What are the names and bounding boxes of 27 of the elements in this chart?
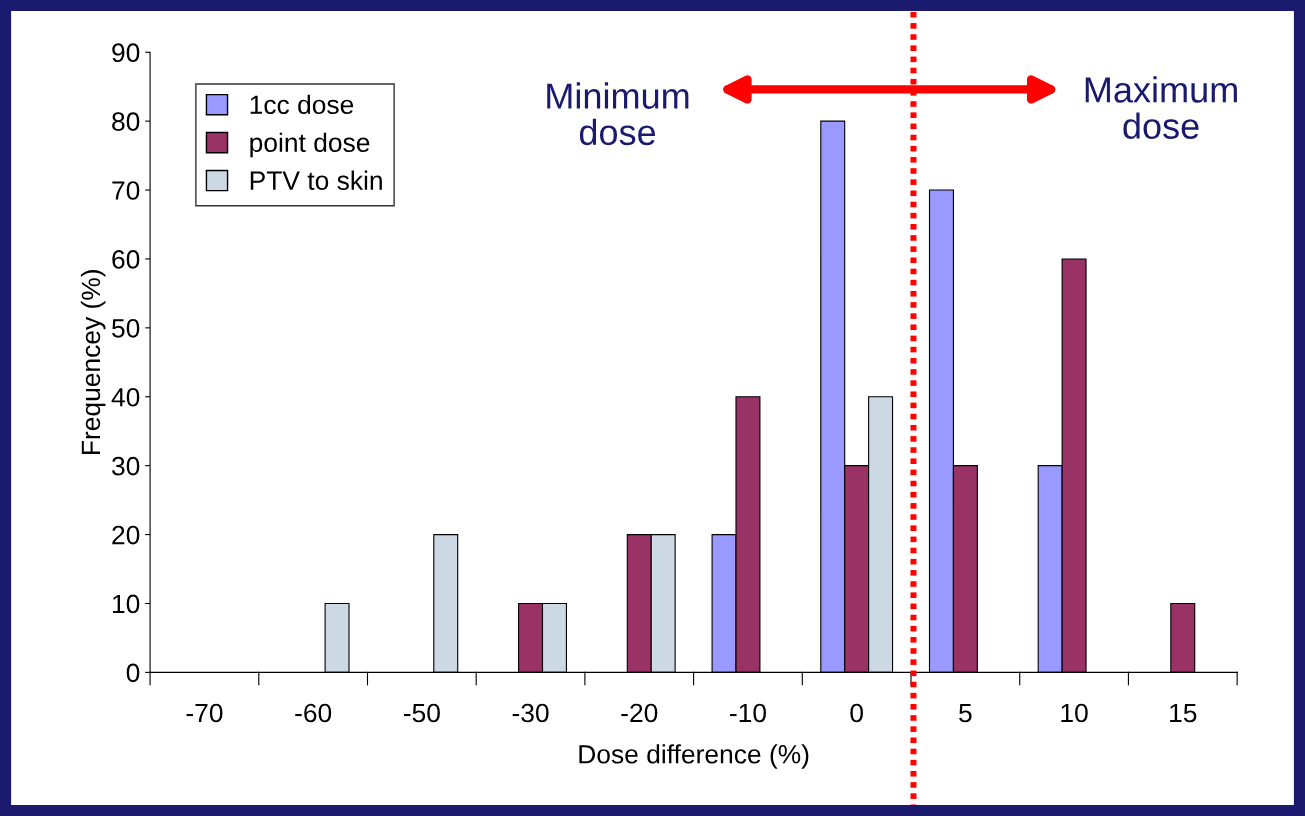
x-tick-label: -70 [186,703,223,723]
x-tick-label: -50 [403,703,440,723]
y-tick-label: 50 [112,318,140,338]
legend-label: PTV to skin [250,170,382,190]
x-tick-label: -30 [512,703,549,723]
y-tick-label: 30 [112,456,140,476]
legend-label: point dose [250,132,370,158]
y-tick-label: 10 [113,594,140,614]
y-tick-label: 90 [112,43,140,63]
y-tick-label: 20 [112,525,140,545]
x-tick-label: 10 [1061,703,1088,723]
annotation: Maximum dose [1085,76,1237,139]
x-tick-label: 5 [959,703,972,723]
y-tick-label: 70 [112,181,140,200]
x-tick-label: 0 [850,703,863,723]
x-tick-label: -10 [730,703,766,723]
y-tick-label: 0 [126,663,140,683]
x-axis-title: Dose difference (%) [579,744,809,769]
y-tick-label: 40 [111,387,140,407]
legend-label: 1cc dose [250,94,354,115]
x-tick-label: -20 [621,703,658,723]
y-tick-label: 80 [112,112,140,131]
x-tick-label: -60 [295,703,332,723]
y-axis-title: Frequencey (%) [80,270,106,454]
y-tick-label: 60 [112,250,140,269]
annotation: Minimum dose [547,82,689,146]
x-tick-label: 15 [1170,703,1197,723]
